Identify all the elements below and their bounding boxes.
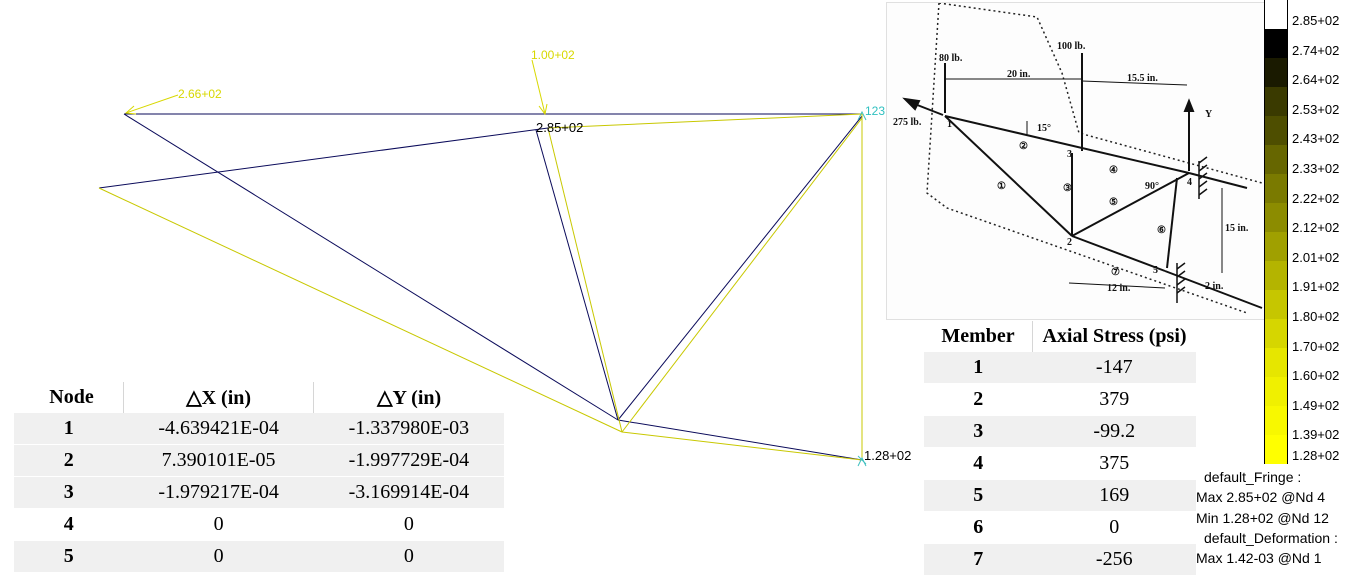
svg-text:⑥: ⑥	[1157, 225, 1166, 236]
legend-swatch	[1264, 319, 1288, 348]
legend-tick-label: 2.12+02	[1292, 220, 1339, 235]
legend-tick-label: 2.43+02	[1292, 131, 1339, 146]
fringe-title: default_Fringe :	[1204, 469, 1301, 485]
node-header: Node	[14, 382, 124, 413]
node-displacement-table: Node △X (in) △Y (in) 1 -4.639421E-04 -1.…	[14, 382, 504, 572]
force-label-left: 2.66+02	[178, 87, 222, 101]
legend-swatch	[1264, 406, 1288, 435]
legend-tick-label: 2.01+02	[1292, 250, 1339, 265]
member-header: Member	[924, 321, 1033, 352]
legend-swatch	[1264, 116, 1288, 145]
deformation-max: Max 1.42-03 @Nd 1	[1196, 550, 1322, 566]
svg-text:2: 2	[1067, 237, 1072, 248]
legend-tick-label: 1.80+02	[1292, 309, 1339, 324]
legend-tick-label: 1.60+02	[1292, 368, 1339, 383]
svg-text:3: 3	[1067, 149, 1072, 160]
legend-swatch	[1264, 87, 1288, 116]
dx-header: △X (in)	[124, 382, 314, 413]
legend-swatch	[1264, 29, 1288, 58]
legend-tick-label: 2.64+02	[1292, 72, 1339, 87]
legend-tick-label: 2.53+02	[1292, 102, 1339, 117]
legend-swatch	[1264, 145, 1288, 174]
svg-text:15.5 in.: 15.5 in.	[1127, 73, 1158, 84]
table-row: 5 0 0	[14, 541, 504, 573]
svg-text:80 lb.: 80 lb.	[939, 53, 963, 64]
legend-tick-label: 1.28+02	[1292, 448, 1339, 463]
node-id-label: 123	[865, 104, 885, 118]
svg-text:⑦: ⑦	[1111, 267, 1120, 278]
svg-text:5: 5	[1153, 265, 1158, 276]
legend-tick-label: 2.74+02	[1292, 43, 1339, 58]
svg-text:275 lb.: 275 lb.	[893, 117, 922, 128]
svg-text:15 in.: 15 in.	[1225, 223, 1249, 234]
table-row: 2 379	[924, 384, 1196, 416]
legend-swatch	[1264, 58, 1288, 87]
force-arrow-top	[532, 60, 547, 114]
force-label-top: 1.00+02	[531, 48, 575, 62]
svg-text:15°: 15°	[1037, 123, 1051, 134]
reference-diagram-image: 80 lb. 100 lb. 275 lb. 20 in. 15.5 in. 1…	[886, 2, 1266, 320]
legend-swatch	[1264, 232, 1288, 261]
axial-stress-header: Axial Stress (psi)	[1033, 321, 1197, 352]
table-row: 6 0	[924, 512, 1196, 544]
legend-tick-label: 2.22+02	[1292, 191, 1339, 206]
table-row: 4 0 0	[14, 509, 504, 541]
legend-tick-label: 2.33+02	[1292, 161, 1339, 176]
legend-tick-label: 1.70+02	[1292, 339, 1339, 354]
legend-swatch	[1264, 348, 1288, 377]
legend-swatch	[1264, 435, 1288, 464]
dy-header: △Y (in)	[314, 382, 504, 413]
svg-text:20 in.: 20 in.	[1007, 69, 1031, 80]
max-stress-label: 2.85+02	[536, 120, 583, 135]
table-row: 1 -147	[924, 352, 1196, 384]
legend-swatch	[1264, 261, 1288, 290]
svg-text:③: ③	[1063, 183, 1072, 194]
svg-text:90°: 90°	[1145, 181, 1159, 192]
svg-text:1: 1	[947, 119, 952, 130]
legend-swatch	[1264, 377, 1288, 406]
legend-swatch	[1264, 290, 1288, 319]
table-row: 2 7.390101E-05 -1.997729E-04	[14, 445, 504, 477]
deformation-title: default_Deformation :	[1204, 530, 1338, 546]
legend-tick-label: 1.49+02	[1292, 398, 1339, 413]
legend-swatch	[1264, 0, 1288, 29]
svg-text:④: ④	[1109, 165, 1118, 176]
svg-text:100 lb.: 100 lb.	[1057, 41, 1086, 52]
force-arrow-left	[126, 95, 178, 114]
svg-text:4: 4	[1187, 177, 1192, 188]
min-stress-label: 1.28+02	[864, 448, 911, 463]
legend-tick-label: 2.85+02	[1292, 13, 1339, 28]
table-row: 7 -256	[924, 544, 1196, 575]
svg-text:①: ①	[997, 181, 1006, 192]
legend-tick-label: 1.39+02	[1292, 427, 1339, 442]
table-row: 4 375	[924, 448, 1196, 480]
table-row: 3 -1.979217E-04 -3.169914E-04	[14, 477, 504, 509]
svg-text:⑤: ⑤	[1109, 197, 1118, 208]
svg-text:Y: Y	[1205, 109, 1213, 120]
table-row: 1 -4.639421E-04 -1.337980E-03	[14, 413, 504, 445]
legend-swatch	[1264, 174, 1288, 203]
svg-text:12 in.: 12 in.	[1107, 283, 1131, 294]
legend-swatch	[1264, 203, 1288, 232]
legend-tick-label: 1.91+02	[1292, 279, 1339, 294]
member-stress-table: Member Axial Stress (psi) 1 -147 2 379 3…	[924, 321, 1196, 575]
table-row: 3 -99.2	[924, 416, 1196, 448]
fringe-max: Max 2.85+02 @Nd 4	[1196, 489, 1325, 505]
svg-text:②: ②	[1019, 141, 1028, 152]
fringe-min: Min 1.28+02 @Nd 12	[1196, 510, 1329, 526]
table-row: 5 169	[924, 480, 1196, 512]
svg-text:2 in.: 2 in.	[1205, 281, 1224, 292]
